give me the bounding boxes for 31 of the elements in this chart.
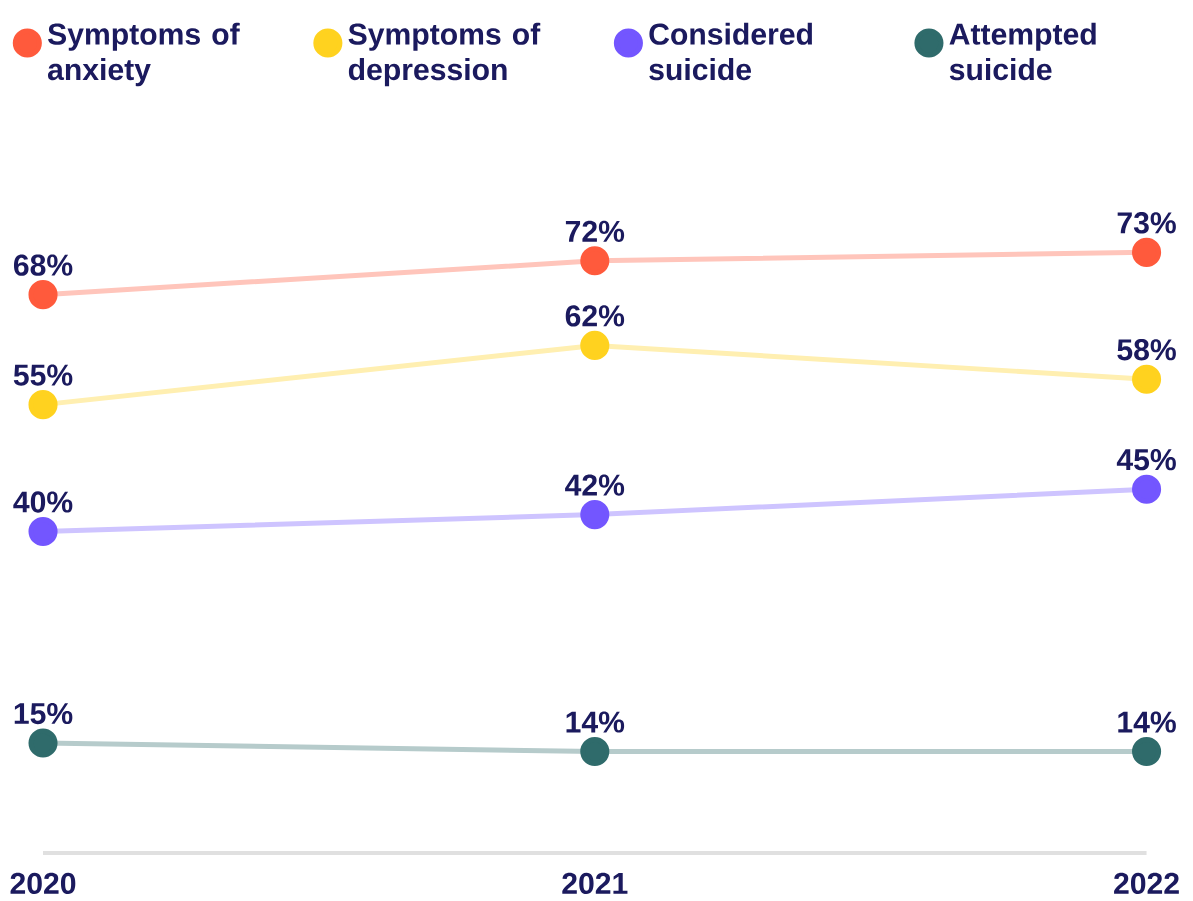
x-tick-label: 2022 [1114, 872, 1179, 895]
point [28, 280, 58, 310]
data-label: 62% [565, 305, 625, 327]
point [28, 516, 58, 547]
legend-label: Symptoms of depression [348, 22, 541, 87]
legend-label: Attempted suicide [949, 22, 1096, 81]
data-label: 14% [1118, 711, 1176, 733]
point [580, 500, 610, 530]
data-label: 72% [565, 220, 625, 242]
data-label: 68% [13, 254, 73, 276]
data-label: 55% [13, 364, 73, 386]
data-label: 58% [1117, 339, 1176, 361]
data-label: 73% [1117, 212, 1176, 234]
x-tick-label: 2020 [10, 872, 76, 895]
point [28, 728, 58, 758]
point [580, 246, 610, 276]
legend-label: Symptoms of anxiety [47, 22, 240, 87]
legend-label: Considered suicide [649, 22, 812, 81]
point [580, 736, 610, 767]
point [1132, 736, 1162, 767]
data-label: 14% [566, 711, 625, 733]
x-tick-label: 2021 [562, 872, 628, 895]
point [1132, 237, 1162, 267]
data-label: 40% [13, 491, 73, 513]
data-label: 15% [14, 702, 73, 725]
point [1132, 364, 1162, 394]
data-label: 45% [1116, 449, 1176, 471]
point [28, 390, 58, 420]
point [580, 330, 610, 360]
data-label: 42% [565, 474, 625, 496]
point [1132, 474, 1162, 504]
